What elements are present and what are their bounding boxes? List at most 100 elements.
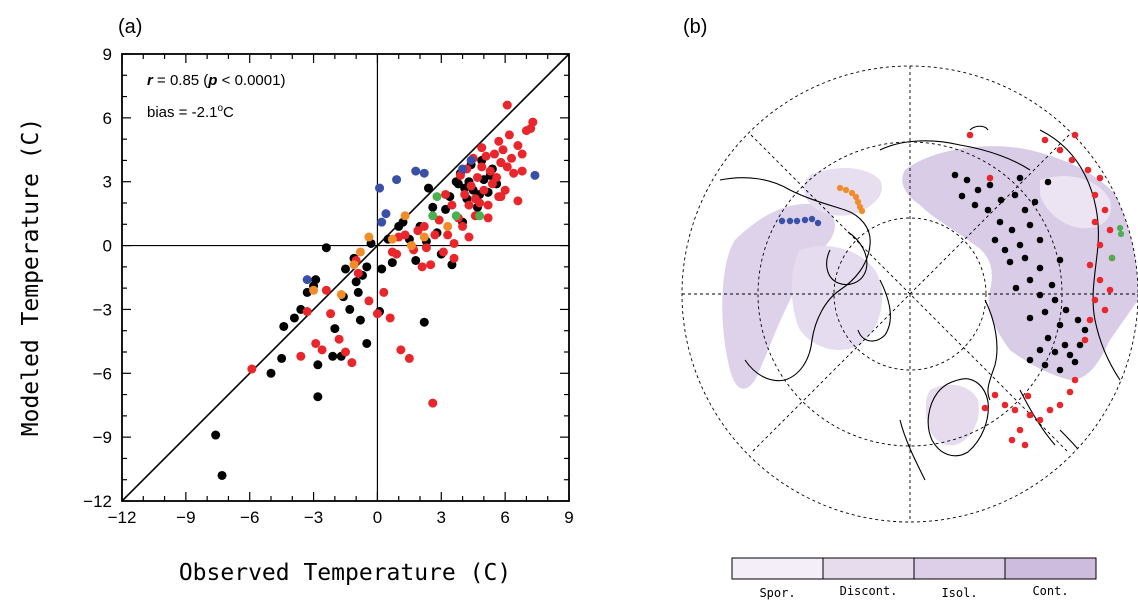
map-site-black — [1048, 281, 1056, 289]
map-site-orange — [854, 198, 862, 206]
data-point-black — [353, 287, 363, 297]
map-site-red — [1081, 336, 1089, 344]
map-site-orange — [836, 184, 844, 192]
data-point-orange — [419, 232, 429, 242]
map-site-red — [1024, 392, 1032, 400]
map-site-black — [1056, 321, 1064, 329]
map-site-green — [1108, 254, 1116, 262]
map-site-blue — [814, 219, 822, 227]
data-point-red — [483, 213, 493, 223]
data-point-red — [479, 185, 489, 195]
map-site-red — [1101, 206, 1109, 214]
map-site-green — [1116, 224, 1124, 232]
x-tick-label: −9 — [176, 508, 195, 527]
data-point-orange — [349, 260, 359, 270]
map-site-black — [997, 196, 1005, 204]
map-site-black — [1051, 296, 1059, 304]
y-tick-label: 0 — [103, 237, 112, 256]
data-point-red — [490, 149, 499, 159]
p-value: < 0.0001) — [217, 72, 285, 89]
r-value: = 0.85 ( — [153, 72, 208, 89]
x-axis-title: Observed Temperature (C) — [179, 560, 511, 586]
x-tick-label: −3 — [304, 508, 323, 527]
map-site-blue — [801, 216, 809, 224]
data-point-orange — [309, 285, 319, 295]
data-point-red — [385, 313, 395, 323]
map-site-black — [1011, 191, 1019, 199]
legend-label: Discont. — [840, 584, 898, 598]
map-site-black — [951, 171, 959, 179]
map-site-red — [1101, 306, 1109, 314]
data-point-blue — [458, 164, 468, 174]
data-point-red — [500, 185, 510, 195]
map-site-black — [1021, 254, 1029, 262]
data-point-red — [396, 345, 406, 355]
data-point-red — [392, 249, 402, 259]
y-tick-label: 3 — [103, 173, 112, 192]
map-site-red — [1091, 191, 1099, 199]
axis-ticks: −12 −9 −6 −3 0 3 6 9 −12 −9 −6 −3 0 3 6 9 — [83, 45, 574, 527]
map-site-black — [1041, 361, 1049, 369]
y-tick-label: −12 — [83, 492, 112, 511]
data-point-blue — [392, 175, 402, 185]
data-point-blue — [381, 209, 391, 219]
map-site-red — [1066, 388, 1074, 396]
data-point-red — [496, 192, 506, 202]
data-point-orange — [355, 247, 365, 257]
graticule — [681, 65, 1138, 523]
data-point-black — [387, 258, 397, 268]
bias-unit: C — [223, 104, 234, 121]
data-point-black — [441, 204, 451, 214]
correlation-annotation: r = 0.85 (p < 0.0001) — [147, 72, 285, 89]
map-site-black — [1044, 334, 1052, 342]
data-point-red — [302, 307, 312, 317]
data-point-red — [341, 347, 350, 357]
data-point-red — [504, 130, 514, 140]
data-point-red — [426, 260, 436, 270]
permafrost-zone-tibet — [1040, 176, 1111, 229]
data-point-red — [419, 221, 429, 231]
data-point-red — [494, 136, 504, 146]
map-site-red — [986, 174, 994, 182]
map-site-black — [1056, 366, 1064, 374]
data-point-black — [277, 353, 287, 363]
map-site-black — [984, 206, 992, 214]
map-site-black — [1012, 284, 1020, 292]
map-site-orange — [858, 207, 866, 215]
data-point-red — [428, 398, 438, 408]
data-point-black — [279, 321, 289, 331]
map-site-red — [1011, 406, 1019, 414]
reference-lines — [121, 53, 570, 502]
map-site-markers — [778, 131, 1125, 449]
data-point-red — [517, 149, 527, 159]
y-tick-label: −3 — [93, 300, 112, 319]
x-tick-label: −6 — [240, 508, 259, 527]
data-point-black — [377, 264, 387, 274]
map-site-black — [1001, 246, 1009, 254]
data-point-red — [372, 309, 382, 319]
map-site-black — [1006, 258, 1014, 266]
map-site-red — [1091, 218, 1099, 226]
map-site-red — [1068, 156, 1076, 164]
data-point-red — [421, 243, 431, 253]
permafrost-zones — [722, 146, 1138, 446]
data-point-red — [498, 145, 508, 155]
data-point-green — [432, 192, 442, 202]
map-site-black — [991, 236, 999, 244]
data-point-red — [449, 238, 459, 248]
polar-map — [681, 65, 1138, 523]
map-site-blue — [793, 217, 801, 225]
map-site-red — [1056, 146, 1064, 154]
data-point-black — [328, 351, 338, 361]
plot-frame — [121, 53, 570, 502]
map-site-red — [1084, 166, 1092, 174]
data-point-red — [513, 141, 523, 151]
data-point-black — [330, 324, 340, 334]
map-site-black — [996, 218, 1004, 226]
data-point-black — [341, 264, 350, 274]
data-point-black — [313, 360, 323, 370]
data-point-red — [509, 168, 519, 178]
map-site-red — [1096, 174, 1104, 182]
y-tick-label: −6 — [93, 364, 112, 383]
data-point-black — [424, 183, 434, 193]
